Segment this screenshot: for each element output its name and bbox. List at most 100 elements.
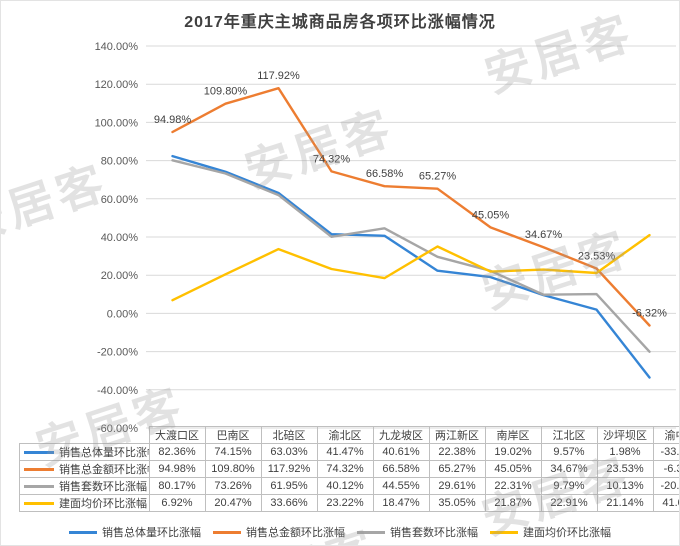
table-cell: 20.47% [204,494,262,512]
series-line-0 [171,154,651,379]
legend-item: 销售套数环比涨幅 [357,524,478,540]
table-cell: 65.27% [428,460,486,478]
table-cell: 9.57% [540,443,598,461]
data-label: 65.27% [419,171,457,183]
column-header: 南岸区 [484,426,542,444]
data-label: 23.53% [578,250,616,262]
table-cell: 44.55% [372,477,430,495]
legend-label: 销售总体量环比涨幅 [102,527,201,539]
column-header: 北碚区 [260,426,318,444]
data-label: 34.67% [525,229,563,241]
y-axis-tick-label: 40.00% [101,232,139,244]
data-label: -6.32% [632,307,667,319]
table-cell: 82.36% [148,443,206,461]
series-key-line-icon [24,467,54,471]
table-cell: 19.02% [484,443,542,461]
series-key-line-icon [24,484,54,488]
column-header: 沙坪坝区 [596,426,654,444]
y-axis-tick-label: 0.00% [107,308,138,320]
y-axis-tick-label: 20.00% [101,270,139,282]
table-cell: 73.26% [204,477,262,495]
data-label: 117.92% [257,70,300,82]
chart-legend: 销售总体量环比涨幅 销售总金额环比涨幅 销售套数环比涨幅 建面均价环比涨幅 [1,523,679,541]
table-row: 建面均价环比涨幅 6.92% 20.47% 33.66% 23.22% 18.47% 35.… [19,494,679,512]
table-corner-blank [20,427,150,444]
y-axis-tick-label: 60.00% [101,194,139,206]
column-header: 渝北区 [316,426,374,444]
table-cell: 41.47% [316,443,374,461]
table-cell: 1.98% [596,443,654,461]
table-cell: 41.01% [652,494,679,512]
legend-item: 建面均价环比涨幅 [490,524,611,540]
table-cell: 34.67% [540,460,598,478]
table-cell: 22.31% [484,477,542,495]
legend-line-icon [490,530,518,534]
data-label: 66.58% [366,168,404,180]
series-key-line-icon [24,501,54,505]
table-cell: 40.12% [316,477,374,495]
table-header-row: 大渡口区巴南区北碚区渝北区九龙坡区两江新区南岸区江北区沙坪坝区渝中区 [20,426,679,444]
legend-line-icon [357,530,385,534]
legend-label: 销售套数环比涨幅 [390,527,478,539]
table-row: 销售总体量环比涨幅 82.36% 74.15% 63.03% 41.47% 40.61% 2… [19,443,679,461]
table-cell: 23.22% [316,494,374,512]
table-cell: 109.80% [204,460,262,478]
column-header: 江北区 [540,426,598,444]
table-cell: 40.61% [372,443,430,461]
data-label: 109.80% [204,86,248,98]
table-cell: 9.79% [540,477,598,495]
data-label: 74.32% [313,153,351,165]
table-cell: 21.14% [596,494,654,512]
table-cell: 10.13% [596,477,654,495]
legend-line-icon [213,530,241,534]
series-name: 销售总金额环比涨幅 [59,464,149,476]
data-label: 45.05% [472,209,510,221]
table-cell: 33.66% [260,494,318,512]
legend-label: 销售总金额环比涨幅 [246,527,345,539]
table-cell: 21.87% [484,494,542,512]
table-cell: 80.17% [148,477,206,495]
chart-title: 2017年重庆主城商品房各项环比涨幅情况 [184,14,496,31]
table-cell: 66.58% [372,460,430,478]
table-cell: -33.57% [652,443,679,461]
table-cell: 6.92% [148,494,206,512]
table-cell: 61.95% [260,477,318,495]
series-line-2 [171,159,651,353]
series-label-cell: 销售套数环比涨幅 [19,477,150,495]
y-axis-tick-label: -40.00% [97,385,138,397]
chart-data-table: 大渡口区巴南区北碚区渝北区九龙坡区两江新区南岸区江北区沙坪坝区渝中区销售总体量环… [19,426,679,512]
table-cell: 117.92% [260,460,318,478]
column-header: 渝中区 [652,426,679,444]
table-cell: 23.53% [596,460,654,478]
table-cell: 45.05% [484,460,542,478]
y-axis-tick-label: 140.00% [95,41,139,53]
table-row: 销售套数环比涨幅 80.17% 73.26% 61.95% 40.12% 44.55% 29… [19,477,679,495]
column-header: 九龙坡区 [372,426,430,444]
table-cell: -20.03% [652,477,679,495]
table-row: 销售总金额环比涨幅 94.98% 109.80% 117.92% 74.32% 66.58… [19,460,679,478]
table-cell: 94.98% [148,460,206,478]
table-cell: 63.03% [260,443,318,461]
series-key-line-icon [24,450,54,454]
table-cell: 74.32% [316,460,374,478]
table-cell: 29.61% [428,477,486,495]
data-label: 94.98% [154,114,192,126]
column-header: 大渡口区 [148,426,206,444]
y-axis-tick-label: -20.00% [97,347,138,359]
series-label-cell: 销售总体量环比涨幅 [19,443,150,461]
series-name: 销售套数环比涨幅 [59,481,147,493]
series-label-cell: 建面均价环比涨幅 [19,494,150,512]
table-cell: 22.91% [540,494,598,512]
y-axis-tick-label: -60.00% [97,423,138,435]
y-axis-tick-label: 120.00% [95,79,139,91]
table-cell: 22.38% [428,443,486,461]
legend-line-icon [69,530,97,534]
series-name: 销售总体量环比涨幅 [59,447,149,459]
series-line-1 [171,86,651,327]
legend-item: 销售总金额环比涨幅 [213,524,345,540]
series-label-cell: 销售总金额环比涨幅 [19,460,150,478]
column-header: 两江新区 [428,426,486,444]
column-header: 巴南区 [204,426,262,444]
